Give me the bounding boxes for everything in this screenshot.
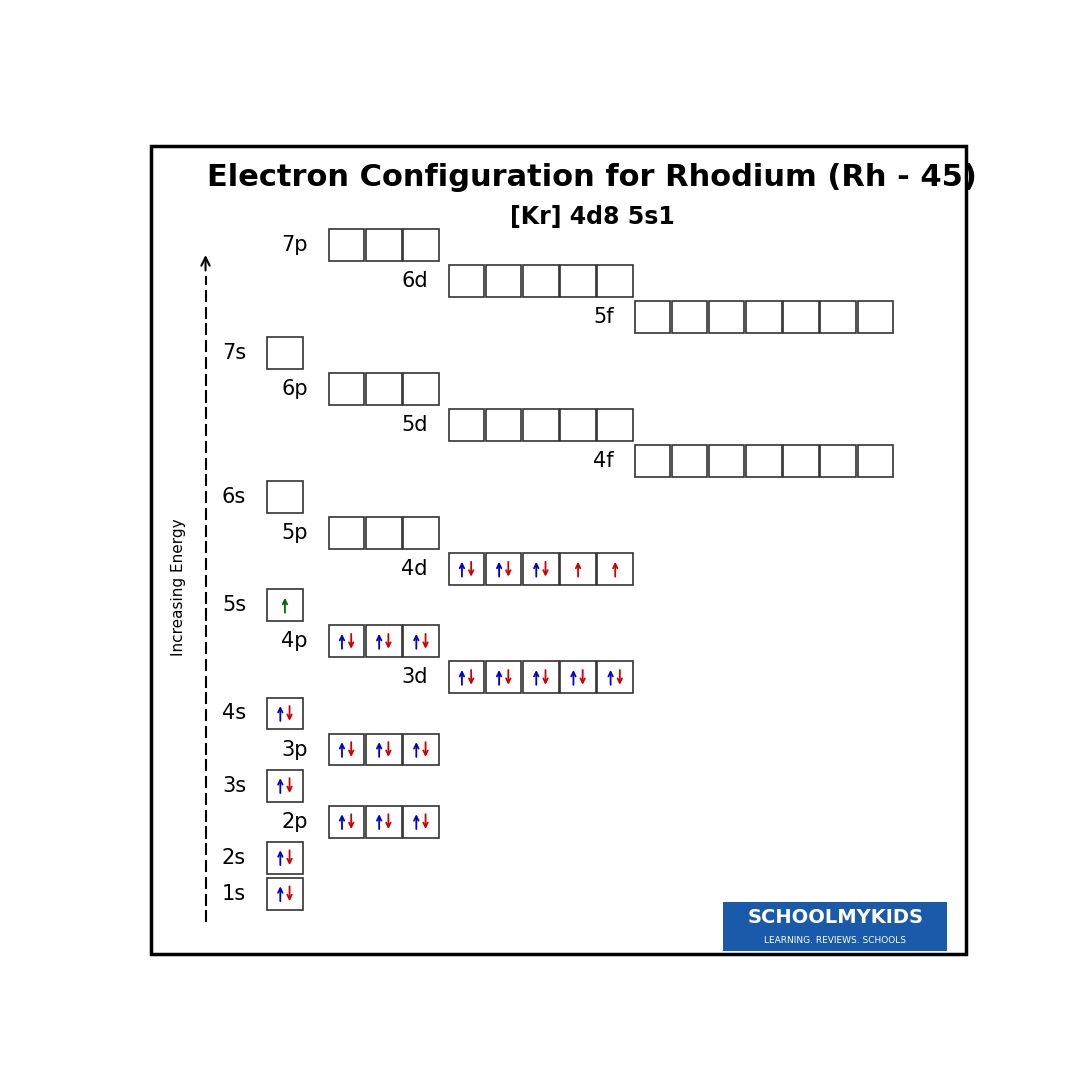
Bar xyxy=(329,734,364,766)
Bar xyxy=(523,265,559,296)
Bar xyxy=(403,229,438,260)
Bar xyxy=(486,661,521,694)
Bar xyxy=(523,553,559,585)
Bar xyxy=(403,734,438,766)
Text: 4f: 4f xyxy=(593,451,614,472)
Text: Electron Configuration for Rhodium (Rh - 45): Electron Configuration for Rhodium (Rh -… xyxy=(207,163,978,192)
Bar xyxy=(597,265,633,296)
Text: Increasing Energy: Increasing Energy xyxy=(171,518,186,656)
Bar xyxy=(858,445,893,477)
Bar xyxy=(671,445,707,477)
Bar xyxy=(403,517,438,549)
Bar xyxy=(267,589,303,621)
Text: 4p: 4p xyxy=(281,632,307,651)
Bar xyxy=(267,481,303,513)
Bar xyxy=(449,409,484,441)
Text: SCHOOLMYKIDS: SCHOOLMYKIDS xyxy=(748,908,923,927)
Bar xyxy=(634,445,670,477)
Bar xyxy=(560,661,596,694)
Text: 4s: 4s xyxy=(222,703,246,723)
Bar xyxy=(267,770,303,802)
Text: 2p: 2p xyxy=(281,811,307,832)
Bar xyxy=(671,301,707,333)
Text: 7p: 7p xyxy=(281,235,307,255)
Text: 3p: 3p xyxy=(281,739,307,759)
Bar xyxy=(403,625,438,658)
Text: 6s: 6s xyxy=(222,487,246,507)
Bar xyxy=(560,553,596,585)
Bar xyxy=(523,409,559,441)
Bar xyxy=(403,374,438,405)
Bar xyxy=(784,301,819,333)
Text: 6d: 6d xyxy=(401,271,427,291)
Bar xyxy=(486,265,521,296)
Text: 3s: 3s xyxy=(222,775,246,796)
Text: 5f: 5f xyxy=(593,307,614,327)
Bar xyxy=(708,301,744,333)
Text: 4d: 4d xyxy=(401,560,427,579)
Bar xyxy=(724,902,947,951)
Text: 3d: 3d xyxy=(401,668,427,687)
Bar xyxy=(366,229,401,260)
Text: 7s: 7s xyxy=(222,343,246,363)
Text: [Kr] 4d8 5s1: [Kr] 4d8 5s1 xyxy=(510,205,675,229)
Bar xyxy=(267,878,303,909)
Bar xyxy=(821,445,856,477)
Bar xyxy=(784,445,819,477)
Bar xyxy=(486,553,521,585)
Bar xyxy=(366,625,401,658)
Bar xyxy=(267,698,303,730)
Bar xyxy=(267,842,303,873)
Bar xyxy=(366,374,401,405)
Bar xyxy=(449,661,484,694)
Bar xyxy=(560,409,596,441)
Bar xyxy=(366,734,401,766)
Bar xyxy=(329,517,364,549)
Text: 5d: 5d xyxy=(401,415,427,435)
Bar xyxy=(634,301,670,333)
Text: 2s: 2s xyxy=(222,847,246,868)
Bar xyxy=(366,806,401,837)
Bar xyxy=(858,301,893,333)
Bar xyxy=(523,661,559,694)
Bar xyxy=(449,553,484,585)
Bar xyxy=(329,625,364,658)
Bar xyxy=(708,445,744,477)
Bar xyxy=(821,301,856,333)
Bar xyxy=(449,265,484,296)
Text: 6p: 6p xyxy=(281,379,307,399)
Bar xyxy=(597,409,633,441)
Text: 5s: 5s xyxy=(222,596,246,615)
Bar xyxy=(597,661,633,694)
Bar xyxy=(747,445,782,477)
Bar xyxy=(560,265,596,296)
Bar xyxy=(747,301,782,333)
Bar xyxy=(486,409,521,441)
Bar xyxy=(329,374,364,405)
Bar xyxy=(597,553,633,585)
Text: 1s: 1s xyxy=(222,884,246,904)
Bar xyxy=(366,517,401,549)
Bar xyxy=(329,806,364,837)
Text: LEARNING. REVIEWS. SCHOOLS: LEARNING. REVIEWS. SCHOOLS xyxy=(764,935,906,944)
Bar xyxy=(329,229,364,260)
Bar xyxy=(403,806,438,837)
Text: 5p: 5p xyxy=(281,523,307,543)
Bar xyxy=(267,337,303,369)
